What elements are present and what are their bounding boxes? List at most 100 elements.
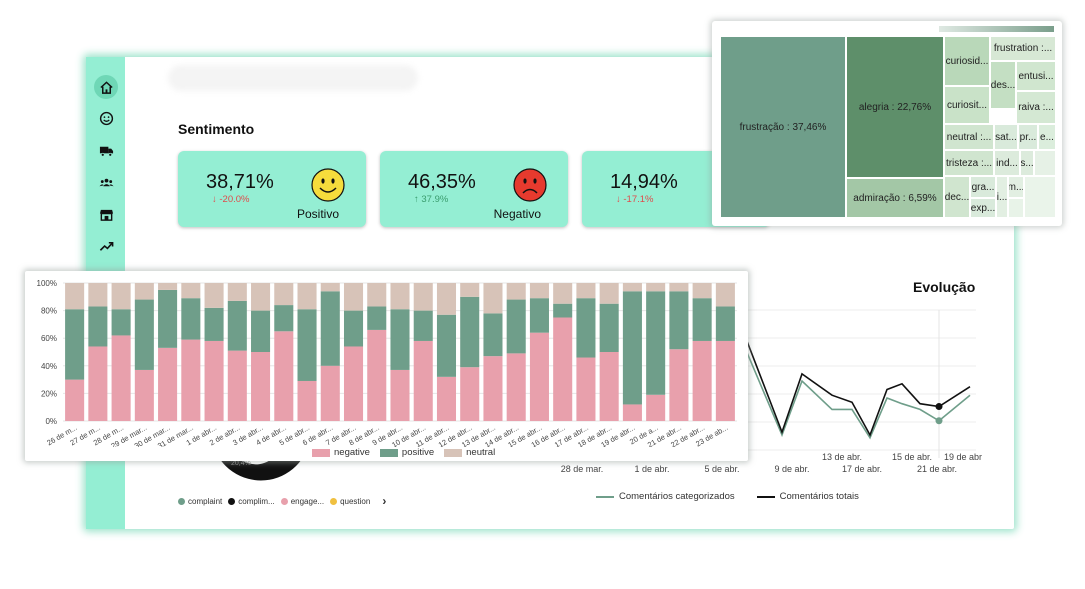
bar-segment-negative bbox=[274, 331, 294, 421]
treemap-cell[interactable]: curiosit... bbox=[944, 86, 990, 124]
legend-label: engage... bbox=[290, 496, 325, 506]
legend-swatch-icon bbox=[379, 448, 398, 457]
treemap-cell[interactable]: gra... bbox=[970, 176, 996, 198]
bar-segment-negative bbox=[715, 340, 735, 421]
sidebar-item-home[interactable] bbox=[94, 75, 118, 99]
bar-segment-neutral bbox=[715, 283, 735, 307]
treemap-cell[interactable]: admiração : 6,59% bbox=[846, 178, 944, 218]
bar-segment-positive bbox=[669, 291, 689, 350]
bar-segment-negative bbox=[297, 380, 317, 421]
bar-segment-negative bbox=[669, 349, 689, 421]
treemap-cell[interactable]: ind... bbox=[994, 150, 1020, 176]
sidebar-item-store[interactable] bbox=[94, 202, 118, 226]
bar-segment-negative bbox=[529, 332, 549, 421]
emotion-treemap-card: frustração : 37,46% alegria : 22,76% adm… bbox=[712, 21, 1062, 226]
bar-segment-positive bbox=[134, 299, 154, 370]
treemap-cell[interactable]: pr... bbox=[1018, 124, 1038, 150]
legend-label: complim... bbox=[238, 496, 275, 506]
x-tick-label: 17 de abr. bbox=[842, 464, 882, 474]
bar-segment-positive bbox=[715, 306, 735, 341]
sidebar-item-trends[interactable] bbox=[94, 234, 118, 258]
treemap-cell[interactable]: s... bbox=[1020, 150, 1034, 176]
y-tick-label: 0% bbox=[45, 417, 57, 426]
treemap-cell[interactable] bbox=[1008, 198, 1024, 218]
treemap-cell[interactable]: alegria : 22,76% bbox=[846, 36, 944, 178]
treemap-cell[interactable]: raiva :... bbox=[1016, 91, 1056, 124]
bar-segment-positive bbox=[88, 306, 108, 347]
truck-icon bbox=[99, 146, 113, 157]
legend-swatch-icon bbox=[444, 448, 463, 457]
happy-face-icon bbox=[311, 168, 345, 202]
sentiment-card-positive[interactable]: 38,71% ↓ -20.0% Positivo bbox=[178, 151, 366, 227]
bar-segment-positive bbox=[343, 310, 364, 347]
line-point-marker bbox=[935, 403, 943, 411]
sidebar-item-sentiment[interactable] bbox=[94, 106, 118, 130]
bar-segment-neutral bbox=[65, 283, 85, 310]
bar-segment-negative bbox=[646, 394, 666, 421]
evolution-legend: Comentários categorizados Comentários to… bbox=[596, 491, 859, 502]
treemap-scrollbar[interactable] bbox=[939, 26, 1054, 32]
bar-segment-neutral bbox=[413, 283, 433, 311]
bar-segment-positive bbox=[436, 314, 457, 377]
treemap-cell[interactable]: des... bbox=[990, 61, 1016, 109]
bar-segment-positive bbox=[204, 307, 224, 341]
legend-item: positive bbox=[379, 447, 434, 458]
bar-segment-neutral bbox=[390, 283, 410, 310]
sidebar-item-users[interactable] bbox=[94, 170, 118, 194]
treemap-cell[interactable]: sat... bbox=[994, 124, 1018, 150]
bar-segment-positive bbox=[111, 309, 131, 336]
treemap-cell[interactable]: i... bbox=[996, 176, 1008, 218]
bar-segment-negative bbox=[181, 339, 201, 421]
bar-segment-negative bbox=[413, 340, 433, 421]
treemap-cell[interactable]: exp... bbox=[970, 198, 996, 218]
bar-segment-negative bbox=[576, 357, 596, 421]
treemap-cell[interactable]: entusi... bbox=[1016, 61, 1056, 91]
chevron-right-icon[interactable]: › bbox=[382, 494, 387, 508]
bar-segment-positive bbox=[553, 303, 573, 318]
treemap-cell[interactable]: tristeza :... bbox=[944, 150, 994, 176]
sentiment-card-negative[interactable]: 46,35% ↑ 37.9% Negativo bbox=[380, 151, 568, 227]
legend-item: complaint bbox=[178, 497, 222, 506]
treemap-cell[interactable]: frustração : 37,46% bbox=[720, 36, 846, 218]
bar-segment-neutral bbox=[599, 283, 619, 304]
treemap-cell[interactable]: m... bbox=[1008, 176, 1024, 198]
treemap-cell[interactable]: curiosid... bbox=[944, 36, 990, 86]
bar-segment-neutral bbox=[88, 283, 108, 307]
legend-item: engage... bbox=[280, 496, 325, 506]
line-point-marker bbox=[935, 417, 943, 425]
bar-segment-negative bbox=[506, 353, 526, 421]
bar-segment-negative bbox=[343, 346, 364, 421]
bar-segment-negative bbox=[251, 352, 271, 421]
bar-segment-neutral bbox=[622, 283, 642, 292]
treemap-cell[interactable]: frustration :... bbox=[990, 36, 1056, 61]
bar-segment-negative bbox=[483, 356, 503, 421]
legend-item: neutral bbox=[444, 447, 495, 458]
bar-segment-positive bbox=[367, 306, 387, 330]
bar-segment-negative bbox=[88, 346, 108, 421]
bar-segment-positive bbox=[506, 299, 526, 354]
sidebar-item-delivery[interactable] bbox=[94, 138, 118, 162]
bar-segment-neutral bbox=[483, 283, 503, 314]
bar-segment-neutral bbox=[343, 283, 364, 311]
treemap-cell[interactable] bbox=[1034, 150, 1056, 176]
donut-legend: complaint complim... engage... question … bbox=[178, 494, 386, 508]
treemap-cell[interactable]: dec... bbox=[944, 176, 970, 218]
treemap-cell[interactable]: e... bbox=[1038, 124, 1056, 150]
x-tick-label: 5 de abr. bbox=[704, 464, 739, 474]
donut-slice-label: 20,4% bbox=[231, 460, 251, 467]
bar-segment-positive bbox=[646, 291, 666, 395]
bar-segment-neutral bbox=[320, 283, 340, 292]
treemap-cell[interactable] bbox=[1024, 176, 1056, 218]
bar-segment-neutral bbox=[692, 283, 712, 299]
treemap-cell[interactable]: neutral :... bbox=[944, 124, 994, 150]
bar-segment-neutral bbox=[204, 283, 224, 308]
legend-item: question bbox=[330, 497, 370, 506]
y-tick-label: 40% bbox=[41, 362, 57, 371]
stacked-bar-chart: 0%20%40%60%80%100%26 de m...27 de m...28… bbox=[37, 279, 737, 447]
y-tick-label: 20% bbox=[41, 389, 57, 398]
sentiment-stacked-bar-card: 0% 20% 40% 60% 80% 100% 26 de m... 27 de m... 28… bbox=[25, 271, 748, 461]
bar-segment-neutral bbox=[274, 283, 294, 306]
bar-segment-negative bbox=[111, 335, 131, 421]
bar-segment-positive bbox=[181, 298, 201, 340]
bar-segment-negative bbox=[692, 340, 712, 421]
